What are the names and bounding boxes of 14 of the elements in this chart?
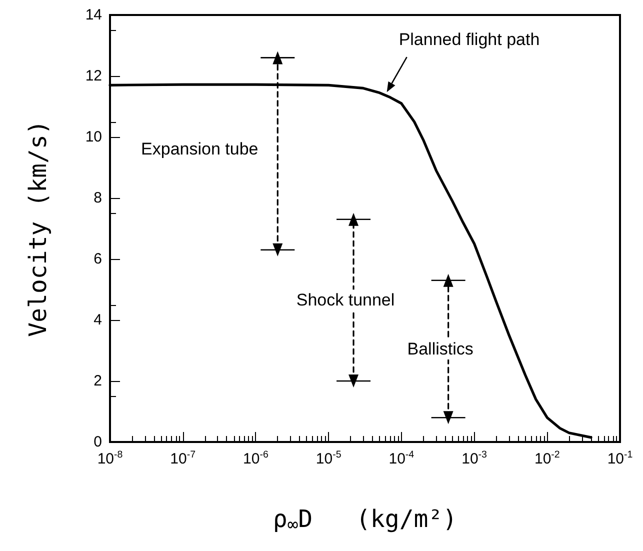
series-label: Ballistics <box>407 339 474 358</box>
y-tick-label: 0 <box>94 434 102 450</box>
y-tick-label: 4 <box>94 312 102 328</box>
series-label: Shock tunnel <box>296 290 395 310</box>
x-axis-title: ρ∞D (kg/m²) <box>272 505 458 536</box>
y-axis-title: Velocity (km/s) <box>24 120 52 337</box>
y-tick-label: 14 <box>85 6 102 24</box>
y-tick-label: 2 <box>94 372 102 390</box>
series-label: Expansion tube <box>141 139 258 158</box>
y-tick-label: 10 <box>85 128 102 146</box>
y-tick-label: 8 <box>94 190 102 206</box>
text: Planned flight path <box>398 30 540 50</box>
y-tick-label: 12 <box>85 68 102 84</box>
y-tick-label: 6 <box>94 250 102 268</box>
